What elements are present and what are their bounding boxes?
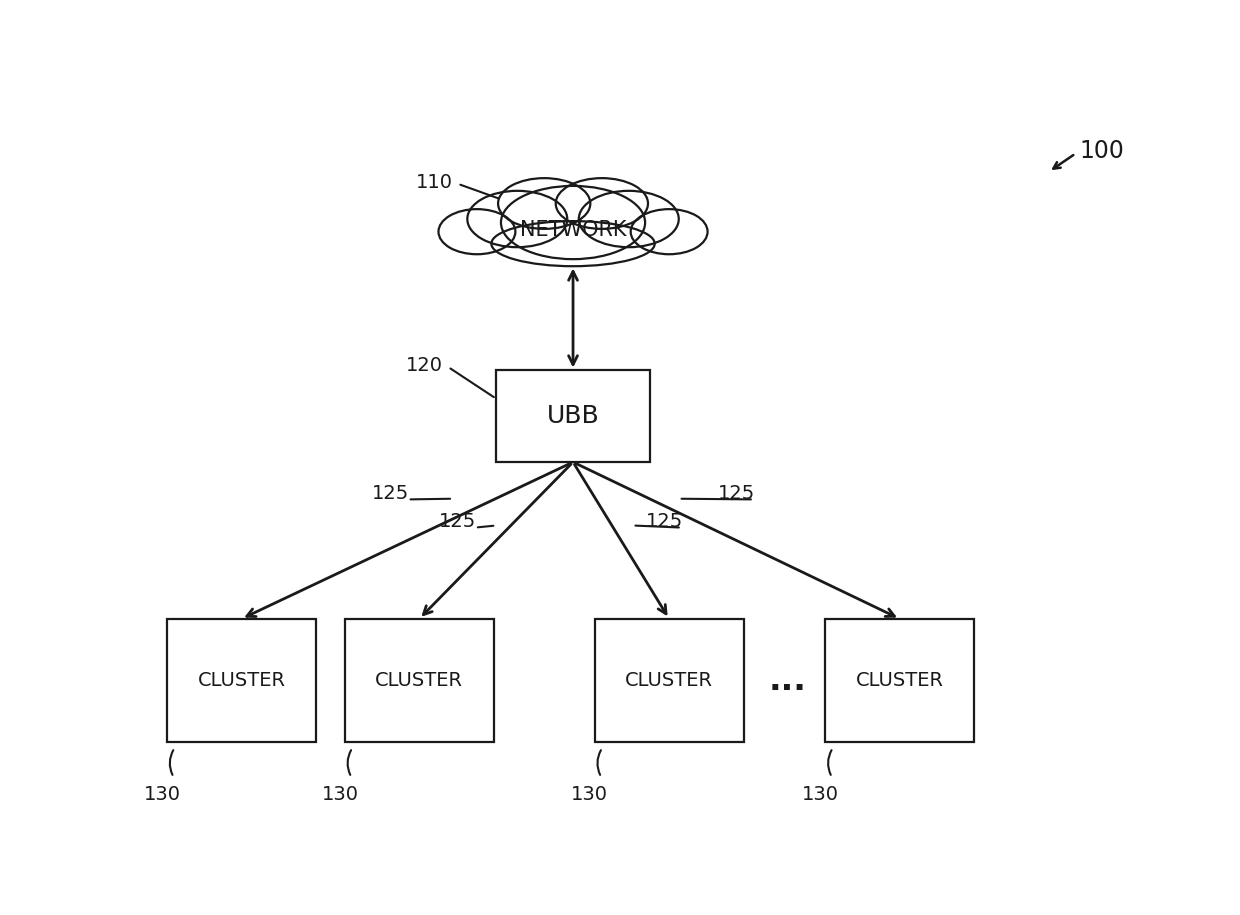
Text: 130: 130 (572, 785, 609, 804)
Text: CLUSTER: CLUSTER (197, 671, 285, 690)
Ellipse shape (467, 191, 567, 247)
Ellipse shape (439, 210, 516, 254)
Text: 130: 130 (802, 785, 839, 804)
Text: 120: 120 (407, 356, 444, 375)
Ellipse shape (501, 186, 645, 259)
Ellipse shape (579, 191, 678, 247)
Text: CLUSTER: CLUSTER (376, 671, 464, 690)
Ellipse shape (498, 178, 590, 229)
Text: 125: 125 (372, 484, 409, 503)
Text: 125: 125 (718, 484, 755, 503)
FancyBboxPatch shape (496, 371, 650, 462)
Ellipse shape (491, 221, 655, 266)
Text: 125: 125 (439, 512, 476, 532)
Text: CLUSTER: CLUSTER (625, 671, 713, 690)
Text: UBB: UBB (547, 404, 599, 428)
Text: 130: 130 (321, 785, 358, 804)
Text: 130: 130 (144, 785, 181, 804)
Ellipse shape (631, 210, 708, 254)
Text: NETWORK: NETWORK (520, 220, 626, 240)
FancyBboxPatch shape (167, 619, 316, 742)
Text: 100: 100 (1080, 139, 1125, 163)
FancyBboxPatch shape (826, 619, 975, 742)
Text: 110: 110 (415, 173, 453, 192)
Text: ...: ... (769, 664, 806, 697)
FancyBboxPatch shape (345, 619, 494, 742)
Text: CLUSTER: CLUSTER (856, 671, 944, 690)
Text: 125: 125 (646, 512, 683, 532)
FancyBboxPatch shape (595, 619, 744, 742)
Ellipse shape (556, 178, 649, 229)
